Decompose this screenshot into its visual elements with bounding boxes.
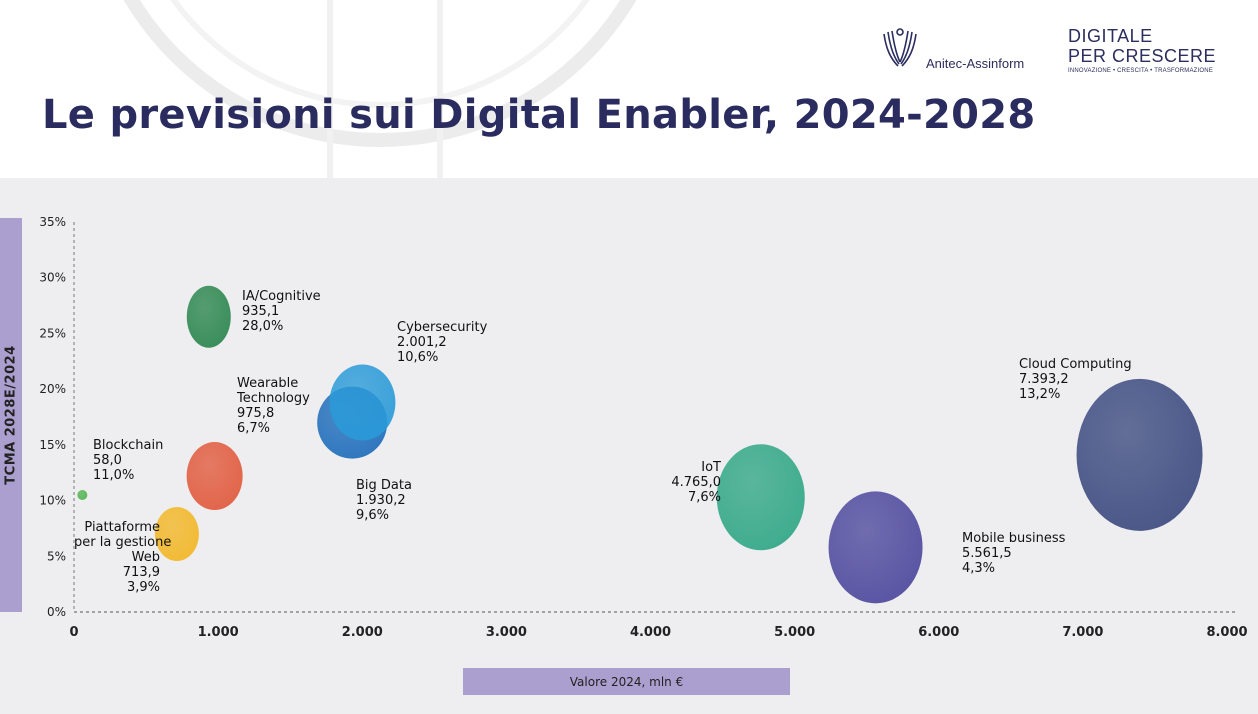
eagle-emblem-icon	[883, 28, 917, 67]
x-tick-label: 0	[69, 625, 78, 640]
label-name: Cloud Computing	[1019, 357, 1132, 372]
y-tick-label: 20%	[39, 382, 66, 396]
label-name-part1: Wearable	[237, 376, 299, 391]
x-tick-label: 2.000	[342, 625, 383, 640]
label-rate: 13,2%	[1019, 387, 1061, 402]
label-mobile-business: Mobile business 5.561,5 4,3%	[962, 531, 1065, 576]
label-rate: 11,0%	[93, 468, 135, 483]
x-tick-label: 1.000	[198, 625, 239, 640]
label-cybersecurity: Cybersecurity 2.001,2 10,6%	[397, 320, 487, 365]
bubble-cloud-computing	[1076, 378, 1203, 531]
y-tick-label: 35%	[39, 215, 66, 229]
label-rate: 7,6%	[687, 490, 721, 505]
label-name: IoT	[701, 460, 721, 475]
x-tick-label: 6.000	[918, 625, 959, 640]
label-value: 713,9	[122, 565, 160, 580]
chart-bubbles	[77, 285, 1203, 604]
y-tick-label: 5%	[47, 549, 66, 563]
bubble-mobile-business	[828, 491, 923, 604]
page-title: Le previsioni sui Digital Enabler, 2024-…	[42, 92, 1036, 138]
y-tick-label: 30%	[39, 271, 66, 285]
label-name-part3: Web	[131, 550, 160, 565]
x-tick-label: 3.000	[486, 625, 527, 640]
label-name: Mobile business	[962, 531, 1066, 546]
label-ia-cognitive: IA/Cognitive 935,1 28,0%	[242, 289, 321, 334]
header-logos: Anitec-Assinform DIGITALE PER CRESCERE I…	[878, 22, 1238, 82]
x-tick-label: 5.000	[774, 625, 815, 640]
label-value: 935,1	[242, 304, 280, 319]
label-value: 5.561,5	[962, 546, 1012, 561]
label-value: 975,8	[237, 406, 275, 421]
dpc-line1: DIGITALE	[1068, 26, 1153, 46]
label-cloud-computing: Cloud Computing 7.393,2 13,2%	[1019, 357, 1132, 402]
chart-axes: 0% 5% 10% 15% 20% 25% 30% 35% 0 1.000 2.000 3.000 4.…	[39, 215, 1247, 640]
label-value: 1.930,2	[356, 493, 406, 508]
anitec-logo-text: Anitec-Assinform	[926, 56, 1025, 71]
y-axis-label-bar	[0, 218, 22, 612]
label-iot: IoT 4.765,0 7,6%	[660, 460, 721, 505]
label-value: 4.765,0	[671, 475, 721, 490]
x-axis-label-bar: Valore 2024, mln €	[463, 668, 790, 695]
bubble-piattaforme-per-la-gestione-web	[154, 507, 199, 561]
y-tick-label: 25%	[39, 326, 66, 340]
dpc-tagline: INNOVAZIONE • CRESCITA • TRASFORMAZIONE	[1068, 68, 1214, 74]
x-tick-label: 7.000	[1062, 625, 1103, 640]
y-tick-label: 0%	[47, 605, 66, 619]
label-name: Cybersecurity	[397, 320, 488, 335]
label-name-part2: Technology	[237, 391, 310, 406]
label-name: Blockchain	[93, 438, 164, 453]
label-big-data: Big Data 1.930,2 9,6%	[356, 478, 412, 523]
x-tick-label: 4.000	[630, 625, 671, 640]
label-rate: 9,6%	[356, 508, 390, 523]
label-value: 2.001,2	[397, 335, 447, 350]
label-rate: 10,6%	[397, 350, 439, 365]
label-name: IA/Cognitive	[242, 289, 321, 304]
bubble-ia-cognitive	[186, 285, 231, 348]
label-blockchain: Blockchain 58,0 11,0%	[93, 438, 163, 483]
label-rate: 3,9%	[126, 580, 160, 595]
label-rate: 28,0%	[242, 319, 284, 334]
bubble-iot	[716, 444, 805, 551]
label-piattaforme-web: Piattaforme per la gestione Web 713,9 3,…	[74, 520, 172, 595]
background-decoration	[123, 0, 637, 180]
x-axis-label: Valore 2024, mln €	[569, 674, 684, 689]
bubble-cybersecurity	[329, 364, 396, 441]
y-tick-label: 15%	[39, 438, 66, 452]
label-rate: 6,7%	[237, 421, 271, 436]
label-rate: 4,3%	[962, 561, 996, 576]
bubble-wearable-technology	[186, 442, 243, 511]
label-name-part2: per la gestione	[74, 535, 172, 550]
bubble-blockchain	[77, 490, 88, 500]
x-tick-label: 8.000	[1206, 625, 1247, 640]
label-name: Big Data	[356, 478, 412, 493]
label-value: 58,0	[93, 453, 122, 468]
y-tick-label: 10%	[39, 494, 66, 508]
label-value: 7.393,2	[1019, 372, 1069, 387]
label-name-part1: Piattaforme	[84, 520, 160, 535]
dpc-line2: PER CRESCERE	[1068, 46, 1217, 66]
anitec-logo: Anitec-Assinform	[878, 26, 1048, 76]
label-wearable-technology: Wearable Technology 975,8 6,7%	[237, 376, 310, 436]
digitale-per-crescere-logo: DIGITALE PER CRESCERE INNOVAZIONE • CRES…	[1068, 26, 1228, 82]
